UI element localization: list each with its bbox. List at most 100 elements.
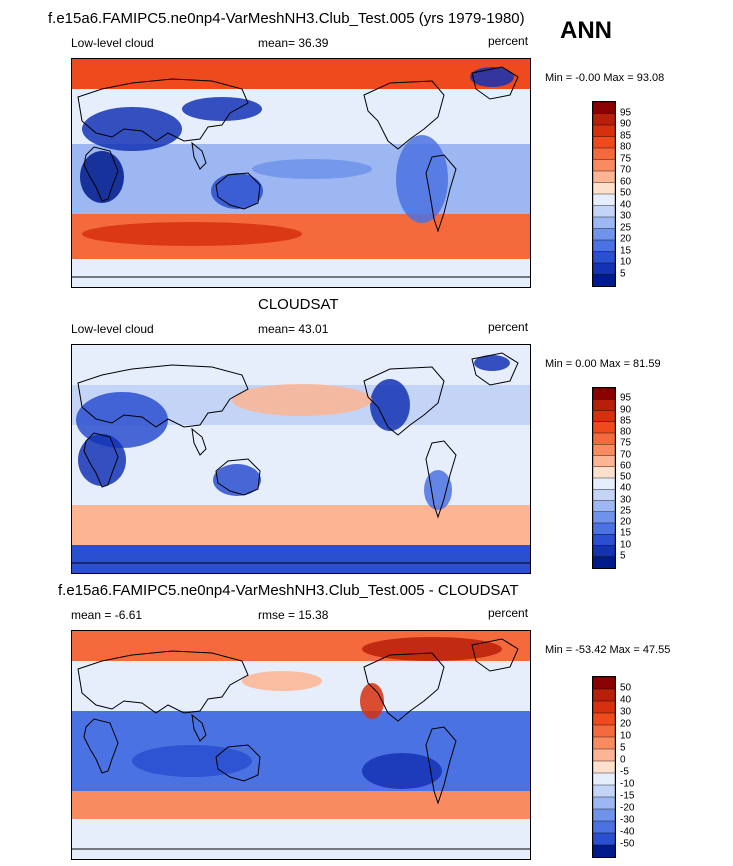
- coastline: [77, 650, 249, 714]
- field-band: [72, 59, 530, 89]
- panel2-title: CLOUDSAT: [258, 296, 339, 313]
- field-blob: [362, 637, 502, 661]
- panel3-left-label: mean = -6.61: [71, 608, 143, 622]
- colorbar-swatch: [593, 432, 615, 445]
- coastline: [215, 458, 261, 496]
- colorbar-swatch: [593, 784, 615, 798]
- colorbar-tick-label: -40: [620, 826, 635, 838]
- colorbar-tick-label: 75: [620, 153, 632, 164]
- colorbar-swatch: [593, 820, 615, 834]
- colorbar-tick-label: 25: [620, 505, 632, 517]
- field-blob: [424, 470, 452, 510]
- coastline: [83, 146, 119, 202]
- season-label: ANN: [560, 17, 612, 44]
- colorbar-tick-label: 20: [620, 718, 632, 730]
- colorbar-swatch: [593, 251, 615, 264]
- field-band: [72, 545, 530, 573]
- colorbar-swatch: [593, 170, 615, 184]
- panel3-map-svg: [72, 631, 530, 859]
- colorbar-tick-label: 0: [620, 754, 626, 766]
- panel3-minmax: Min = -53.42 Max = 47.55: [545, 644, 671, 656]
- panel2-stat-label: mean= 43.01: [258, 322, 329, 336]
- coastline: [215, 172, 261, 210]
- colorbar-tick-label: 40: [620, 199, 632, 210]
- colorbar-swatch: [593, 796, 615, 810]
- colorbar-tick-label: 85: [620, 415, 632, 427]
- colorbar-swatch: [593, 205, 615, 218]
- coastline: [425, 440, 457, 519]
- field-band: [72, 144, 530, 214]
- colorbar-swatch: [593, 239, 615, 253]
- panel3-title: f.e15a6.FAMIPC5.ne0np4-VarMeshNH3.Club_T…: [58, 582, 519, 599]
- panel2-minmax: Min = 0.00 Max = 81.59: [545, 358, 661, 370]
- colorbar-swatch: [593, 274, 615, 286]
- field-blob: [82, 222, 302, 246]
- coastline: [191, 141, 207, 170]
- field-band: [72, 819, 530, 859]
- colorbar-swatch: [593, 760, 615, 774]
- colorbar-tick-label: -15: [620, 790, 635, 802]
- colorbar-tick-label: 90: [620, 404, 632, 415]
- colorbar-swatch: [593, 808, 615, 822]
- field-blob: [232, 384, 372, 416]
- coastline: [363, 652, 445, 722]
- field-band: [72, 505, 530, 545]
- field-blob: [78, 434, 126, 486]
- panel2-left-label: Low-level cloud: [71, 322, 154, 336]
- field-band: [72, 791, 530, 819]
- colorbar-swatch: [593, 147, 615, 161]
- colorbar-tick-label: 95: [620, 392, 632, 404]
- colorbar-tick-label: 20: [620, 516, 632, 528]
- panel3-colorbar: [592, 676, 616, 858]
- colorbar-swatch: [593, 844, 615, 857]
- colorbar-swatch: [593, 182, 615, 195]
- colorbar-tick-label: 30: [620, 210, 632, 222]
- colorbar-tick-label: 10: [620, 539, 632, 550]
- colorbar-swatch: [593, 489, 615, 502]
- colorbar-swatch: [593, 688, 615, 702]
- panel1-title: f.e15a6.FAMIPC5.ne0np4-VarMeshNH3.Club_T…: [48, 10, 525, 27]
- colorbar-tick-label: -30: [620, 814, 635, 826]
- coastline: [215, 744, 261, 782]
- field-band: [72, 711, 530, 791]
- colorbar-tick-label: 50: [620, 187, 632, 199]
- panel3-stat-label: rmse = 15.38: [258, 608, 329, 622]
- colorbar-swatch: [593, 113, 615, 126]
- coastline: [425, 154, 457, 233]
- panel1-colorbar: [592, 101, 616, 287]
- colorbar-tick-label: 30: [620, 494, 632, 505]
- colorbar-swatch: [593, 712, 615, 726]
- colorbar-tick-label: -5: [620, 766, 629, 778]
- coastline: [471, 352, 519, 386]
- colorbar-swatch: [593, 136, 615, 149]
- colorbar-tick-label: -20: [620, 802, 635, 814]
- panel1-left-label: Low-level cloud: [71, 36, 154, 50]
- colorbar-tick-label: 10: [620, 730, 632, 742]
- colorbar-tick-label: 5: [620, 742, 626, 754]
- coastline: [425, 726, 457, 805]
- field-band: [72, 259, 530, 287]
- field-blob: [474, 355, 510, 371]
- coastline: [363, 366, 445, 436]
- panel1-map-svg: [72, 59, 530, 287]
- coastline: [471, 66, 519, 100]
- colorbar-swatch: [593, 500, 615, 513]
- colorbar-swatch: [593, 388, 615, 400]
- colorbar-tick-label: 30: [620, 706, 632, 718]
- field-blob: [252, 159, 372, 179]
- colorbar-tick-label: 90: [620, 118, 632, 130]
- panel2-colorbar: [592, 387, 616, 569]
- colorbar-tick-label: 15: [620, 245, 632, 256]
- colorbar-tick-label: 70: [620, 164, 632, 176]
- colorbar-tick-label: 95: [620, 107, 632, 118]
- field-blob: [132, 745, 252, 777]
- field-blob: [242, 671, 322, 691]
- panel2-map-svg: [72, 345, 530, 573]
- colorbar-swatch: [593, 534, 615, 547]
- panel1-stat-label: mean= 36.39: [258, 36, 329, 50]
- coastline: [77, 78, 249, 142]
- colorbar-swatch: [593, 262, 615, 276]
- panel2-map: [71, 344, 531, 574]
- colorbar-tick-label: 70: [620, 449, 632, 460]
- coastline: [191, 427, 207, 456]
